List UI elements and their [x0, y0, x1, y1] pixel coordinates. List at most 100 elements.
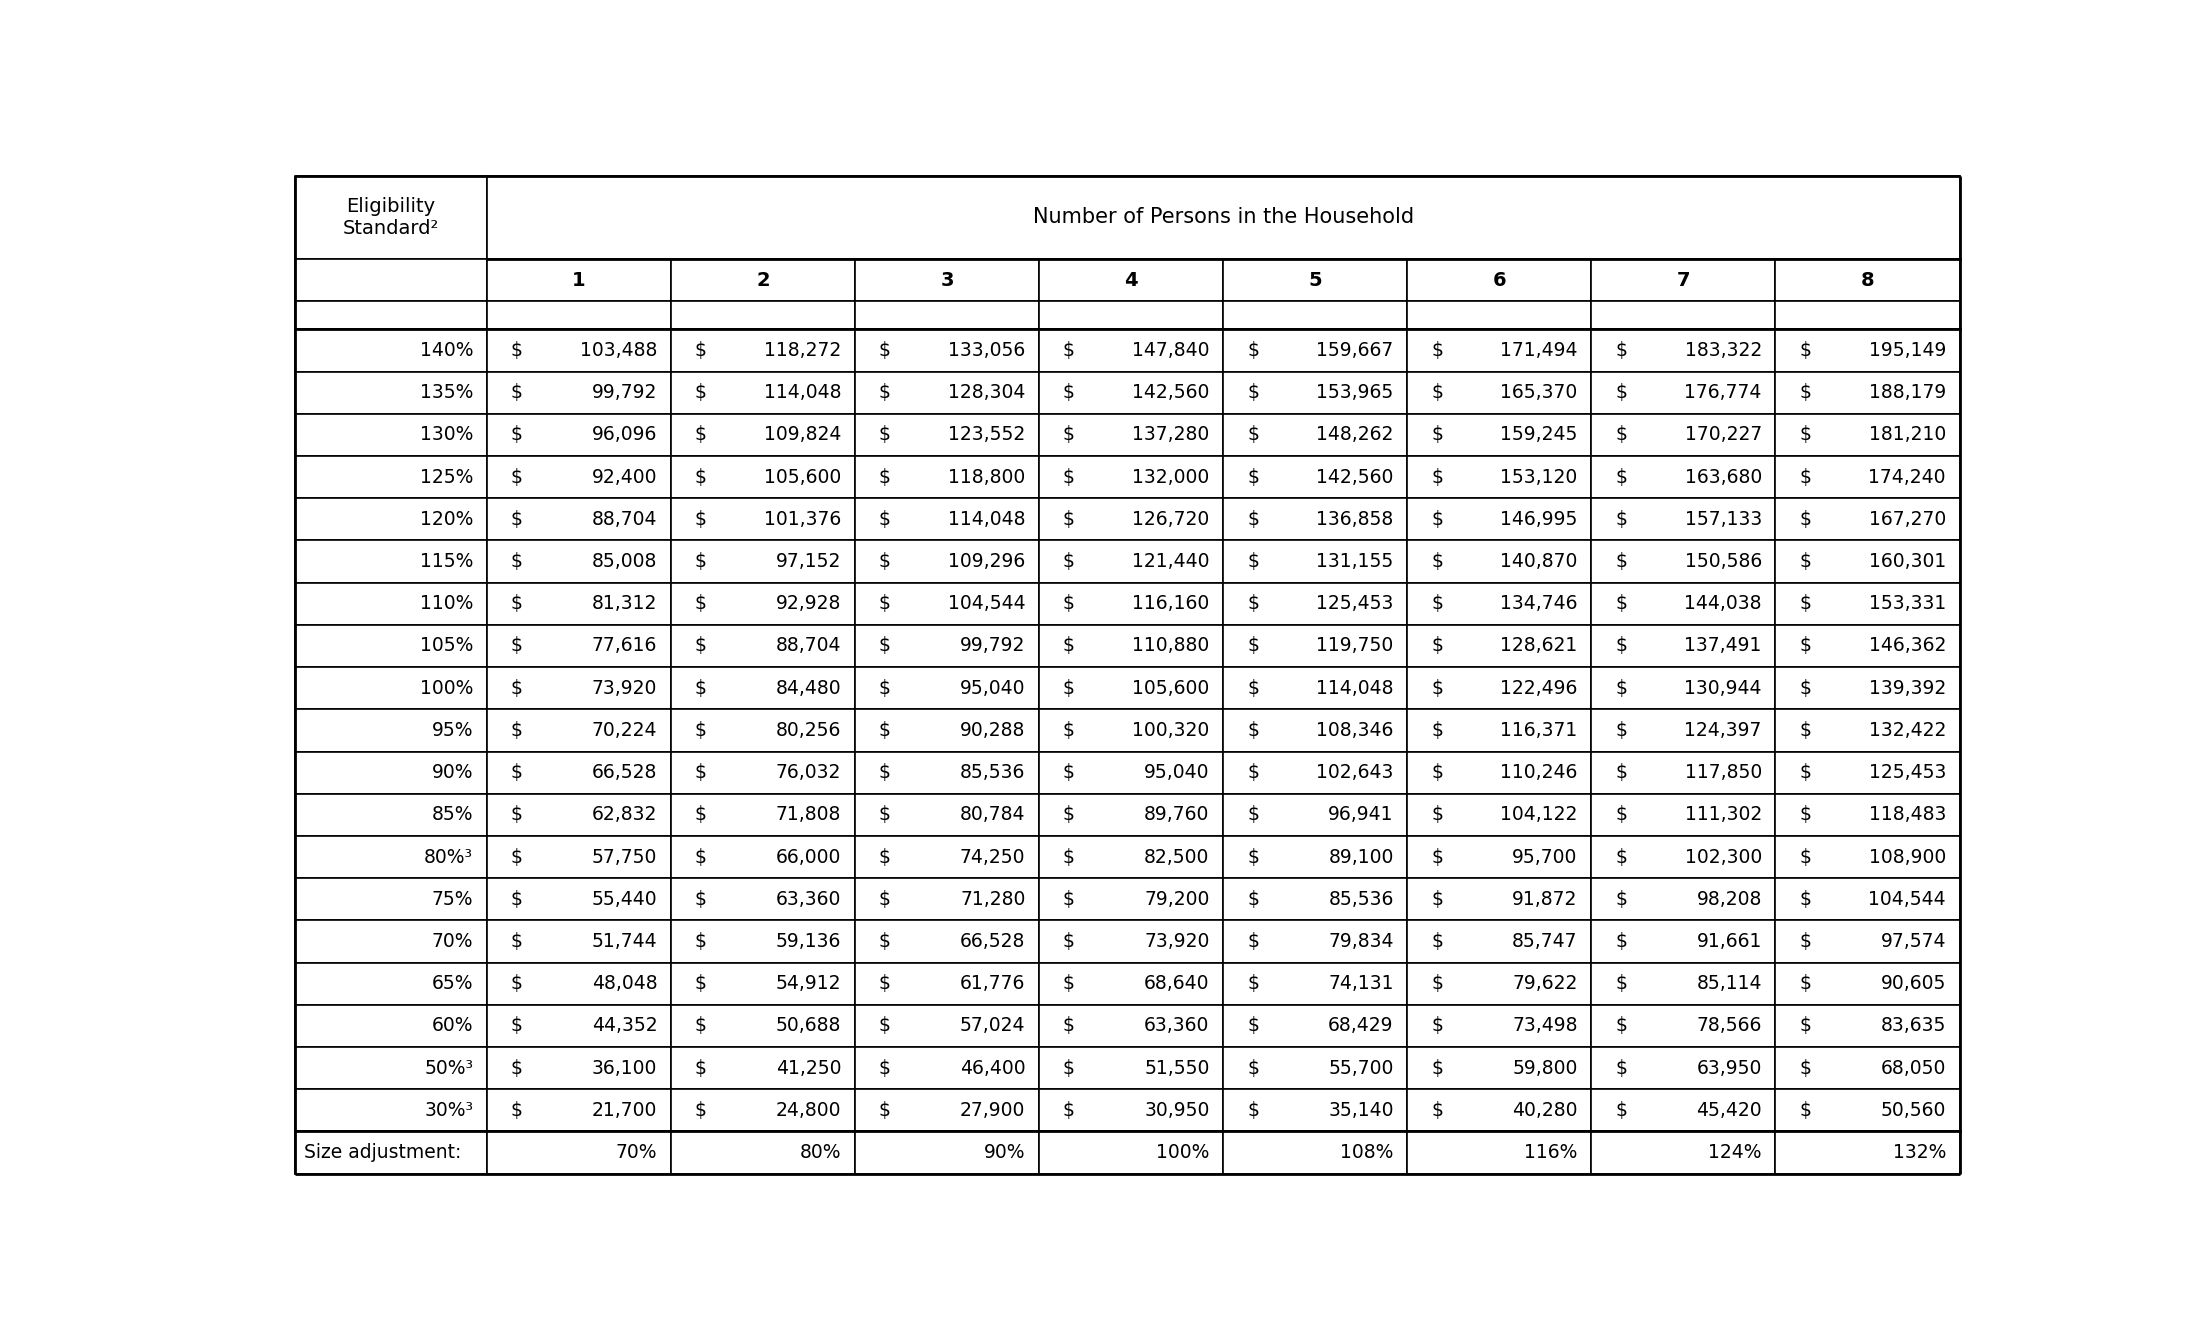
- Text: 116,160: 116,160: [1133, 595, 1210, 613]
- Text: 124,397: 124,397: [1685, 721, 1762, 740]
- Text: $: $: [1615, 847, 1628, 867]
- Bar: [1223, 752, 1408, 794]
- Text: 153,120: 153,120: [1500, 468, 1577, 486]
- Bar: [1408, 667, 1591, 709]
- Text: 21,700: 21,700: [592, 1101, 658, 1120]
- Text: 79,200: 79,200: [1144, 890, 1210, 908]
- Text: $: $: [878, 806, 891, 824]
- Bar: [1223, 582, 1408, 625]
- Bar: [1038, 330, 1223, 371]
- Text: $: $: [1800, 1017, 1811, 1035]
- Bar: [1775, 330, 1960, 371]
- Text: $: $: [1247, 1058, 1258, 1078]
- Bar: [1038, 878, 1223, 921]
- Text: 84,480: 84,480: [777, 679, 840, 697]
- Text: 174,240: 174,240: [1868, 468, 1945, 486]
- Text: 80%³: 80%³: [425, 847, 473, 867]
- Text: 105,600: 105,600: [763, 468, 840, 486]
- Bar: [486, 371, 671, 414]
- Text: 48,048: 48,048: [592, 974, 658, 993]
- Bar: [295, 498, 486, 541]
- Text: $: $: [1615, 806, 1628, 824]
- Text: 1: 1: [572, 270, 585, 290]
- Text: 78,566: 78,566: [1696, 1017, 1762, 1035]
- Text: 51,744: 51,744: [592, 933, 658, 951]
- Text: 7: 7: [1676, 270, 1690, 290]
- Text: 139,392: 139,392: [1868, 679, 1945, 697]
- Bar: [1775, 962, 1960, 1005]
- Text: $: $: [1432, 510, 1443, 529]
- Bar: [486, 302, 671, 330]
- Text: 24,800: 24,800: [777, 1101, 840, 1120]
- Text: 116%: 116%: [1525, 1144, 1577, 1162]
- Bar: [1775, 1132, 1960, 1173]
- Text: 90,288: 90,288: [959, 721, 1025, 740]
- Text: $: $: [1432, 933, 1443, 951]
- Text: 108,900: 108,900: [1868, 847, 1945, 867]
- Text: 90%: 90%: [431, 763, 473, 782]
- Text: $: $: [878, 1101, 891, 1120]
- Text: 90,605: 90,605: [1881, 974, 1945, 993]
- Bar: [1591, 498, 1775, 541]
- Bar: [856, 667, 1038, 709]
- Bar: [671, 794, 856, 836]
- Bar: [1223, 541, 1408, 582]
- Bar: [856, 1132, 1038, 1173]
- Bar: [295, 176, 486, 259]
- Text: $: $: [695, 510, 706, 529]
- Bar: [1775, 878, 1960, 921]
- Text: 41,250: 41,250: [777, 1058, 840, 1078]
- Text: 63,360: 63,360: [1144, 1017, 1210, 1035]
- Text: 137,280: 137,280: [1133, 425, 1210, 445]
- Bar: [1038, 456, 1223, 498]
- Text: 65%: 65%: [431, 974, 473, 993]
- Bar: [1223, 962, 1408, 1005]
- Text: $: $: [1063, 847, 1076, 867]
- Text: 95,040: 95,040: [959, 679, 1025, 697]
- Text: $: $: [695, 763, 706, 782]
- Text: Number of Persons in the Household: Number of Persons in the Household: [1032, 207, 1415, 227]
- Text: 89,760: 89,760: [1144, 806, 1210, 824]
- Text: $: $: [1800, 341, 1811, 359]
- Bar: [1038, 259, 1223, 302]
- Text: 130,944: 130,944: [1685, 679, 1762, 697]
- Bar: [1038, 921, 1223, 962]
- Bar: [486, 1132, 671, 1173]
- Bar: [1408, 456, 1591, 498]
- Text: $: $: [1800, 721, 1811, 740]
- Text: 68,429: 68,429: [1329, 1017, 1393, 1035]
- Bar: [1408, 259, 1591, 302]
- Text: $: $: [1615, 468, 1628, 486]
- Text: 97,152: 97,152: [777, 552, 840, 570]
- Text: 68,050: 68,050: [1881, 1058, 1945, 1078]
- Text: 157,133: 157,133: [1685, 510, 1762, 529]
- Text: $: $: [1615, 552, 1628, 570]
- Text: 137,491: 137,491: [1685, 636, 1762, 656]
- Bar: [295, 962, 486, 1005]
- Text: 153,965: 153,965: [1316, 383, 1393, 402]
- Text: 88,704: 88,704: [777, 636, 840, 656]
- Text: 109,824: 109,824: [763, 425, 840, 445]
- Text: $: $: [1063, 679, 1076, 697]
- Text: 119,750: 119,750: [1316, 636, 1393, 656]
- Text: 110,880: 110,880: [1133, 636, 1210, 656]
- Text: $: $: [1063, 383, 1076, 402]
- Bar: [1038, 794, 1223, 836]
- Bar: [671, 414, 856, 456]
- Text: 8: 8: [1861, 270, 1874, 290]
- Bar: [1223, 302, 1408, 330]
- Bar: [295, 456, 486, 498]
- Text: 124%: 124%: [1709, 1144, 1762, 1162]
- Text: $: $: [510, 847, 524, 867]
- Bar: [1775, 456, 1960, 498]
- Text: 114,048: 114,048: [1316, 679, 1393, 697]
- Bar: [486, 541, 671, 582]
- Text: Size adjustment:: Size adjustment:: [304, 1144, 462, 1162]
- Text: $: $: [1247, 595, 1258, 613]
- Text: $: $: [1247, 806, 1258, 824]
- Text: 63,360: 63,360: [777, 890, 840, 908]
- Text: $: $: [1432, 468, 1443, 486]
- Text: 121,440: 121,440: [1133, 552, 1210, 570]
- Text: $: $: [510, 1058, 524, 1078]
- Bar: [1408, 582, 1591, 625]
